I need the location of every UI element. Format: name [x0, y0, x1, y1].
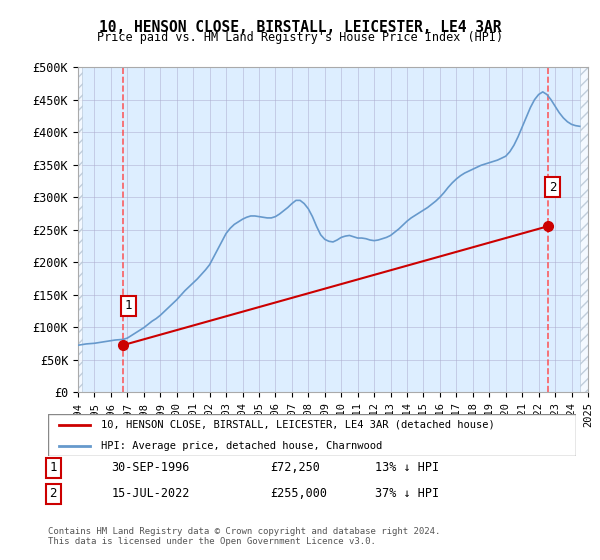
Text: 2: 2 [549, 181, 557, 194]
Text: 10, HENSON CLOSE, BIRSTALL, LEICESTER, LE4 3AR (detached house): 10, HENSON CLOSE, BIRSTALL, LEICESTER, L… [101, 420, 494, 430]
Text: 2: 2 [50, 487, 57, 500]
Text: 1: 1 [50, 461, 57, 474]
Text: HPI: Average price, detached house, Charnwood: HPI: Average price, detached house, Char… [101, 441, 382, 451]
Text: Price paid vs. HM Land Registry's House Price Index (HPI): Price paid vs. HM Land Registry's House … [97, 31, 503, 44]
Text: £255,000: £255,000 [270, 487, 327, 500]
Text: 1: 1 [125, 300, 133, 312]
Text: 37% ↓ HPI: 37% ↓ HPI [376, 487, 439, 500]
Text: 15-JUL-2022: 15-JUL-2022 [112, 487, 190, 500]
Text: Contains HM Land Registry data © Crown copyright and database right 2024.
This d: Contains HM Land Registry data © Crown c… [48, 526, 440, 546]
Text: 13% ↓ HPI: 13% ↓ HPI [376, 461, 439, 474]
Text: 10, HENSON CLOSE, BIRSTALL, LEICESTER, LE4 3AR: 10, HENSON CLOSE, BIRSTALL, LEICESTER, L… [99, 20, 501, 35]
Text: 30-SEP-1996: 30-SEP-1996 [112, 461, 190, 474]
Text: £72,250: £72,250 [270, 461, 320, 474]
FancyBboxPatch shape [48, 414, 576, 456]
